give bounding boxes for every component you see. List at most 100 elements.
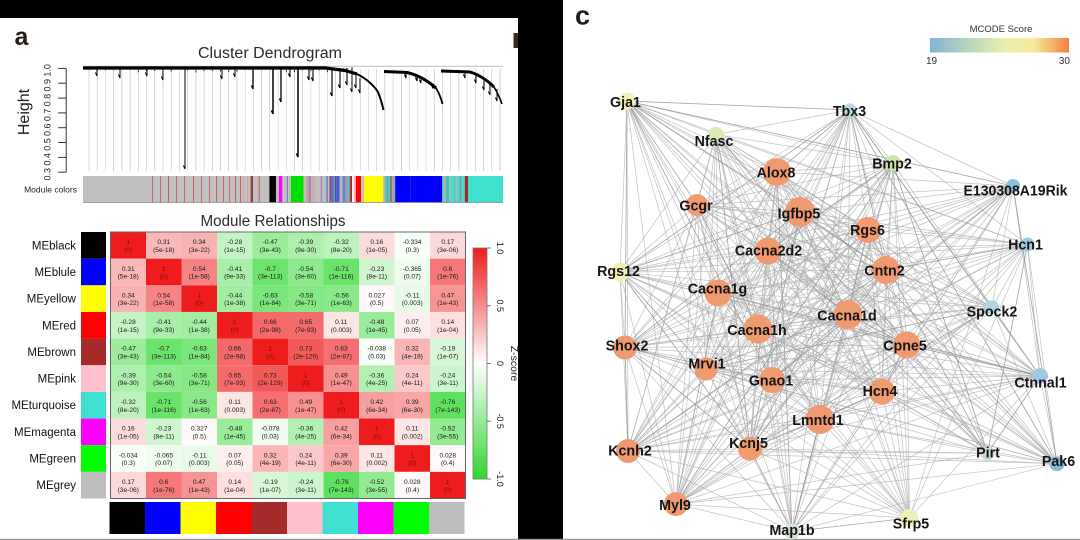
svg-text:(0.002): (0.002) xyxy=(402,433,423,440)
svg-text:Alox8: Alox8 xyxy=(757,164,796,181)
svg-text:(0.07): (0.07) xyxy=(155,460,172,467)
svg-text:(1e-43): (1e-43) xyxy=(437,300,458,307)
svg-text:Cacna1g: Cacna1g xyxy=(688,281,747,298)
svg-text:(1e-04): (1e-04) xyxy=(224,487,245,494)
svg-text:0.39: 0.39 xyxy=(335,452,348,459)
svg-text:Nfasc: Nfasc xyxy=(695,133,734,150)
svg-text:-0.23: -0.23 xyxy=(369,266,384,273)
svg-text:0.3: 0.3 xyxy=(43,168,53,181)
svg-text:(0): (0) xyxy=(337,407,345,414)
svg-text:(3e-113): (3e-113) xyxy=(258,274,282,281)
svg-text:(3e-43): (3e-43) xyxy=(118,354,139,361)
svg-text:0.16: 0.16 xyxy=(122,426,135,433)
svg-text:Kcnh2: Kcnh2 xyxy=(608,443,652,460)
svg-text:-0.19: -0.19 xyxy=(263,479,278,486)
svg-text:0.11: 0.11 xyxy=(406,426,419,433)
svg-text:-0.47: -0.47 xyxy=(263,239,278,246)
svg-text:(3e-22): (3e-22) xyxy=(189,247,210,254)
svg-text:-0.47: -0.47 xyxy=(121,346,136,353)
svg-text:1: 1 xyxy=(162,266,166,273)
svg-text:(1e-15): (1e-15) xyxy=(118,327,139,334)
svg-text:0.24: 0.24 xyxy=(299,452,312,459)
svg-text:-0.5: -0.5 xyxy=(495,413,505,429)
svg-text:(0.07): (0.07) xyxy=(404,274,421,281)
svg-text:(0.003): (0.003) xyxy=(402,300,423,307)
svg-text:-0.41: -0.41 xyxy=(227,266,242,273)
svg-text:Hcn4: Hcn4 xyxy=(863,383,898,400)
svg-text:-0.28: -0.28 xyxy=(121,319,136,326)
svg-text:-0.078: -0.078 xyxy=(261,426,280,433)
svg-text:Myl9: Myl9 xyxy=(659,497,691,514)
svg-text:0.6: 0.6 xyxy=(159,479,168,486)
svg-text:0.49: 0.49 xyxy=(299,399,312,406)
svg-text:(3e-11): (3e-11) xyxy=(437,380,458,387)
svg-text:(4e-19): (4e-19) xyxy=(260,460,281,467)
svg-text:Gcgr: Gcgr xyxy=(679,198,712,215)
svg-text:(2e-87): (2e-87) xyxy=(260,407,281,414)
svg-text:(0.3): (0.3) xyxy=(405,247,419,254)
svg-text:MEpink: MEpink xyxy=(38,374,77,386)
svg-text:(1e-58): (1e-58) xyxy=(153,300,174,307)
svg-text:(6e-34): (6e-34) xyxy=(366,407,387,414)
svg-text:(1e-04): (1e-04) xyxy=(437,327,458,334)
svg-text:Module colors: Module colors xyxy=(24,185,77,195)
svg-text:(9e-30): (9e-30) xyxy=(295,247,316,254)
svg-text:(1e-15): (1e-15) xyxy=(224,247,245,254)
svg-text:Tbx3: Tbx3 xyxy=(833,103,866,120)
svg-text:0.54: 0.54 xyxy=(157,292,170,299)
svg-text:Hcn1: Hcn1 xyxy=(1008,237,1043,254)
svg-text:(2e-98): (2e-98) xyxy=(224,354,245,361)
svg-text:0.66: 0.66 xyxy=(264,319,277,326)
svg-text:(4e-19): (4e-19) xyxy=(402,354,423,361)
svg-text:0.34: 0.34 xyxy=(193,239,206,246)
svg-text:0.32: 0.32 xyxy=(406,346,419,353)
svg-text:30: 30 xyxy=(1059,56,1071,67)
svg-text:(0): (0) xyxy=(124,247,132,254)
svg-text:1: 1 xyxy=(375,426,379,433)
svg-text:(3e-55): (3e-55) xyxy=(366,487,387,494)
svg-text:(0.003): (0.003) xyxy=(189,460,210,467)
svg-text:(1e-58): (1e-58) xyxy=(189,274,210,281)
svg-text:(1e-84): (1e-84) xyxy=(189,354,210,361)
svg-text:0.9: 0.9 xyxy=(43,79,53,92)
svg-text:Igfbp5: Igfbp5 xyxy=(778,206,821,223)
svg-text:-0.32: -0.32 xyxy=(121,399,136,406)
svg-text:(0.003): (0.003) xyxy=(331,327,352,334)
svg-text:(7e-93): (7e-93) xyxy=(224,380,245,387)
svg-text:(0.4): (0.4) xyxy=(405,487,419,494)
svg-text:(1e-47): (1e-47) xyxy=(295,407,316,414)
svg-text:0.73: 0.73 xyxy=(299,346,312,353)
svg-text:(3e-71): (3e-71) xyxy=(295,300,316,307)
svg-text:0.07: 0.07 xyxy=(228,452,241,459)
svg-text:(4e-25): (4e-25) xyxy=(366,380,387,387)
svg-text:0: 0 xyxy=(495,361,505,366)
svg-text:Z-score: Z-score xyxy=(508,346,520,382)
svg-text:Shox2: Shox2 xyxy=(606,338,649,355)
svg-text:(0.002): (0.002) xyxy=(366,460,387,467)
svg-text:(0.4): (0.4) xyxy=(441,460,455,467)
svg-text:Gnao1: Gnao1 xyxy=(749,373,793,390)
svg-text:Pak6: Pak6 xyxy=(1042,453,1075,470)
svg-text:(1e-38): (1e-38) xyxy=(224,300,245,307)
svg-text:Cacna2d2: Cacna2d2 xyxy=(735,242,802,259)
svg-text:Cluster Dendrogram: Cluster Dendrogram xyxy=(198,45,342,62)
svg-text:-0.334: -0.334 xyxy=(403,239,422,246)
svg-text:Spock2: Spock2 xyxy=(967,304,1018,321)
svg-text:c: c xyxy=(575,1,590,31)
svg-text:0.11: 0.11 xyxy=(229,399,242,406)
svg-text:(9e-33): (9e-33) xyxy=(224,274,245,281)
svg-text:0.5: 0.5 xyxy=(495,300,505,313)
svg-text:MEblack: MEblack xyxy=(32,240,76,252)
svg-text:(1e-116): (1e-116) xyxy=(152,407,176,414)
svg-text:-0.41: -0.41 xyxy=(156,319,171,326)
svg-text:MEgreen: MEgreen xyxy=(29,454,76,466)
svg-text:1: 1 xyxy=(339,399,343,406)
svg-text:(4e-11): (4e-11) xyxy=(402,380,423,387)
svg-text:(5e-18): (5e-18) xyxy=(118,274,139,281)
svg-text:-0.28: -0.28 xyxy=(227,239,242,246)
svg-text:0.17: 0.17 xyxy=(441,239,454,246)
svg-text:MEyellow: MEyellow xyxy=(27,294,77,306)
svg-text:MEgrey: MEgrey xyxy=(36,480,76,492)
svg-text:(0): (0) xyxy=(302,380,310,387)
svg-text:0.34: 0.34 xyxy=(122,292,135,299)
